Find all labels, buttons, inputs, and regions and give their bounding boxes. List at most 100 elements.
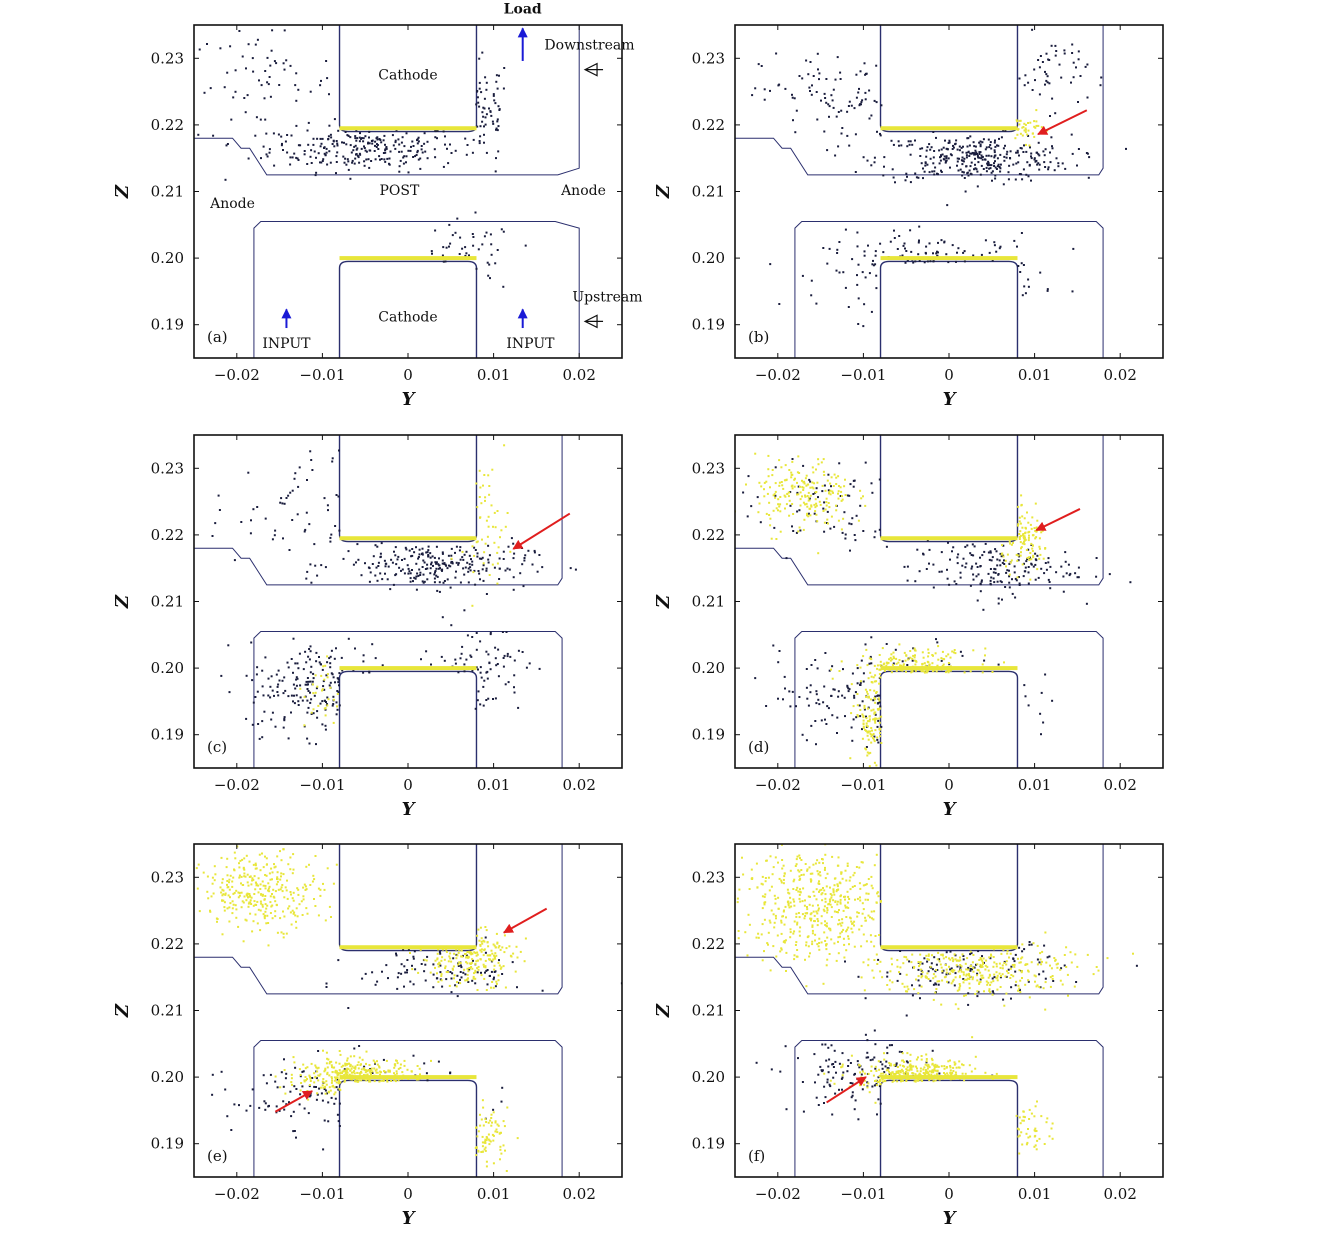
electron-yellow xyxy=(824,853,827,856)
electron-dark xyxy=(315,156,317,159)
electron-yellow xyxy=(1028,556,1031,559)
electron-yellow xyxy=(403,1059,406,1062)
electron-yellow xyxy=(444,965,447,968)
electron-dark xyxy=(384,143,386,146)
electron-dark xyxy=(935,638,937,641)
electron-dark xyxy=(412,955,415,958)
electron-dark xyxy=(964,545,967,548)
electron-dark xyxy=(972,141,975,144)
particles-group xyxy=(211,444,577,746)
electron-yellow xyxy=(325,1080,328,1083)
electron-dark xyxy=(838,1088,840,1091)
electron-yellow xyxy=(243,875,246,878)
electron-yellow xyxy=(798,930,801,933)
electron-yellow xyxy=(464,979,467,982)
electron-dark xyxy=(485,567,488,570)
electron-yellow xyxy=(871,887,874,890)
electron-dark xyxy=(416,149,419,152)
electron-dark xyxy=(1047,166,1050,169)
electron-dark xyxy=(476,125,479,128)
y-tick-label: 0.19 xyxy=(151,726,184,744)
electron-yellow xyxy=(1092,973,1095,976)
electron-yellow xyxy=(1066,973,1069,976)
electron-dark xyxy=(874,254,877,257)
electron-yellow xyxy=(269,912,272,914)
electron-dark xyxy=(292,671,294,674)
electron-dark xyxy=(427,545,430,548)
electron-yellow xyxy=(437,948,440,951)
electron-dark xyxy=(994,177,997,180)
electron-dark xyxy=(412,580,414,583)
electron-yellow xyxy=(866,754,869,757)
electron-dark xyxy=(417,574,420,577)
electron-yellow xyxy=(1031,516,1034,519)
electron-yellow xyxy=(232,892,235,895)
electron-dark xyxy=(304,650,307,653)
electron-dark xyxy=(226,71,229,74)
electron-dark xyxy=(284,689,287,692)
electron-yellow xyxy=(1035,530,1038,533)
electron-yellow xyxy=(1036,944,1039,947)
electron-yellow xyxy=(368,1078,371,1081)
electron-dark xyxy=(997,663,1000,666)
electron-dark xyxy=(859,103,862,106)
electron-dark xyxy=(985,170,988,173)
electron-dark xyxy=(810,93,813,96)
electron-yellow xyxy=(913,647,916,650)
electron-yellow xyxy=(1022,533,1025,535)
electron-dark xyxy=(922,552,924,555)
electron-dark xyxy=(398,566,401,569)
electron-dark xyxy=(203,91,206,94)
electron-yellow xyxy=(822,470,825,473)
electron-yellow xyxy=(279,878,282,881)
electron-yellow xyxy=(804,494,806,497)
electron-dark xyxy=(997,144,1000,147)
electron-yellow xyxy=(282,932,285,935)
electron-yellow xyxy=(1009,561,1012,564)
electron-dark xyxy=(319,161,321,164)
electron-dark xyxy=(867,1056,870,1059)
electron-yellow xyxy=(494,952,497,955)
electron-yellow xyxy=(844,478,846,481)
electron-dark xyxy=(477,570,480,572)
electron-dark xyxy=(914,580,917,583)
electron-dark xyxy=(385,146,388,148)
electron-yellow xyxy=(504,986,507,989)
electron-dark xyxy=(296,157,299,160)
electron-dark xyxy=(1030,179,1032,182)
electron-dark xyxy=(936,969,939,971)
electron-yellow xyxy=(481,1141,484,1144)
electron-yellow xyxy=(770,885,773,888)
electron-yellow xyxy=(496,562,499,565)
electron-dark xyxy=(977,573,980,576)
electron-dark xyxy=(807,512,810,515)
electron-yellow xyxy=(311,683,314,686)
electron-yellow xyxy=(811,924,814,927)
electron-yellow xyxy=(257,884,260,887)
electron-dark xyxy=(484,971,486,974)
electron-dark xyxy=(974,157,976,160)
electron-dark xyxy=(969,584,972,587)
electron-dark xyxy=(289,491,292,494)
electron-yellow xyxy=(856,704,859,707)
electron-dark xyxy=(337,495,340,498)
electron-dark xyxy=(252,701,255,704)
electron-yellow xyxy=(274,910,277,913)
electron-yellow xyxy=(847,926,850,929)
electron-yellow xyxy=(1019,132,1022,135)
electron-yellow xyxy=(453,977,455,980)
electron-yellow xyxy=(857,912,860,914)
electron-dark xyxy=(814,1081,816,1084)
electron-yellow xyxy=(787,495,790,498)
electron-dark xyxy=(320,142,323,145)
electron-yellow xyxy=(484,499,486,502)
electron-dark xyxy=(343,161,346,164)
electron-dark xyxy=(852,485,855,488)
electron-dark xyxy=(1046,956,1049,959)
electron-yellow xyxy=(501,946,504,949)
electron-dark xyxy=(1013,565,1016,568)
electron-yellow xyxy=(226,874,229,877)
electron-dark xyxy=(1072,61,1075,64)
electron-yellow xyxy=(804,958,806,961)
electron-yellow xyxy=(806,936,809,939)
